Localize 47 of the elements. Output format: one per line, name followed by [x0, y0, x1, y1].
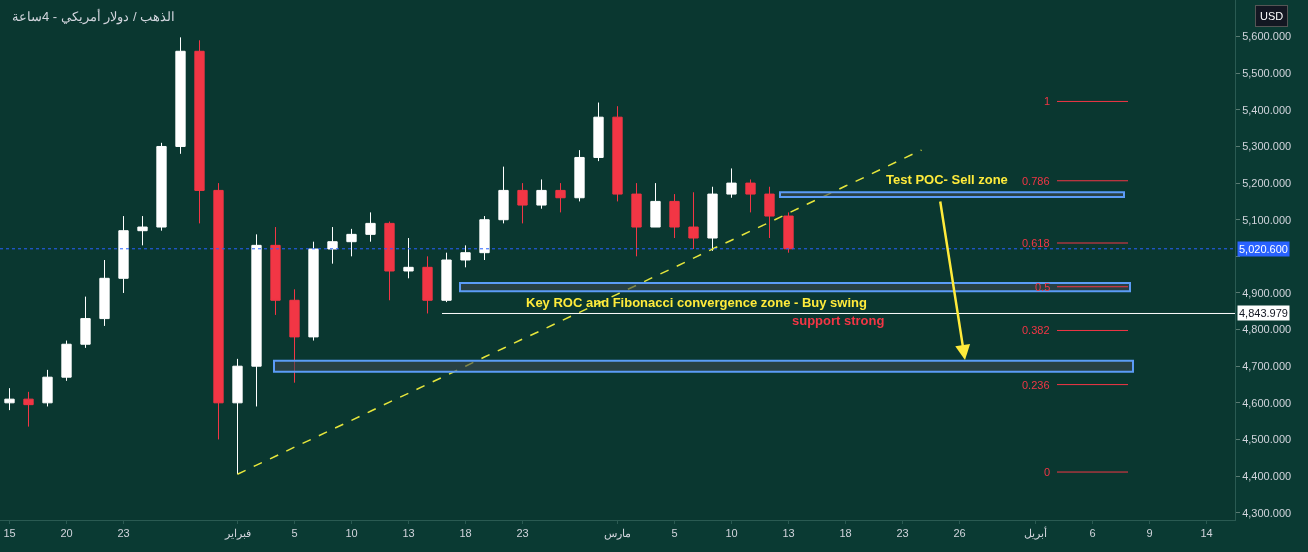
y-tick-label: 4,900.000: [1242, 286, 1292, 299]
x-tick-label: 9: [1146, 527, 1153, 540]
y-tick-label: 5,500.000: [1242, 67, 1292, 80]
ref-line-label: 0: [1044, 466, 1051, 478]
y-tick-label: 5,600.000: [1242, 30, 1292, 43]
y-tick-label: 4,700.000: [1242, 360, 1292, 373]
x-tick-label: 6: [1089, 527, 1096, 540]
x-tick-label: 13: [402, 527, 415, 540]
x-tick-label: 23: [896, 527, 909, 540]
y-tick-label: 5,400.000: [1242, 103, 1292, 116]
text: USD: [1260, 10, 1284, 22]
text: الذهب / دولار أمريكي - 4ساعة: [12, 8, 176, 25]
x-tick-label: أبريل: [1024, 526, 1047, 541]
x-tick-label: 10: [345, 527, 358, 540]
ref-line-label: 5,020.600: [1239, 243, 1288, 255]
y-tick-label: 4,800.000: [1242, 323, 1292, 336]
band-label: Key ROC and Fibonacci convergence zone - Buy swing: [526, 295, 868, 310]
ref-line-label: 0.786: [1022, 175, 1050, 187]
x-tick-label: فبراير: [223, 527, 251, 541]
x-tick-label: 20: [60, 527, 73, 540]
y-tick-label: 5,200.000: [1242, 176, 1292, 189]
ref-line-label: 0.5: [1035, 281, 1051, 293]
y-tick-label: 4,400.000: [1242, 469, 1292, 482]
y-tick-label: 4,600.000: [1242, 396, 1292, 409]
ref-line-label: 4,843.979: [1239, 307, 1288, 319]
x-tick-label: 5: [671, 527, 678, 540]
x-tick-label: 14: [1200, 527, 1213, 540]
x-tick-label: 13: [782, 527, 795, 540]
ref-line-label: 1: [1044, 95, 1051, 107]
y-tick-label: 4,300.000: [1242, 506, 1292, 519]
x-tick-label: 23: [117, 527, 130, 540]
x-tick-label: 5: [291, 527, 298, 540]
y-tick-label: 5,100.000: [1242, 213, 1292, 226]
y-tick-label: 4,500.000: [1242, 433, 1292, 446]
ref-line-label: 0.382: [1022, 324, 1050, 336]
x-tick-label: مارس: [604, 527, 631, 541]
x-tick-label: 23: [516, 527, 529, 540]
x-tick-label: 26: [953, 527, 966, 540]
ref-line-label: 0.618: [1022, 237, 1050, 249]
x-tick-label: 15: [3, 527, 16, 540]
band-label: Test POC- Sell zone: [886, 172, 1008, 187]
x-tick-label: 10: [725, 527, 738, 540]
ref-line-label: 0.236: [1022, 379, 1050, 391]
x-tick-label: 18: [839, 527, 852, 540]
x-tick-label: 18: [459, 527, 472, 540]
annotation: support strong: [792, 313, 885, 328]
y-tick-label: 5,300.000: [1242, 140, 1292, 153]
